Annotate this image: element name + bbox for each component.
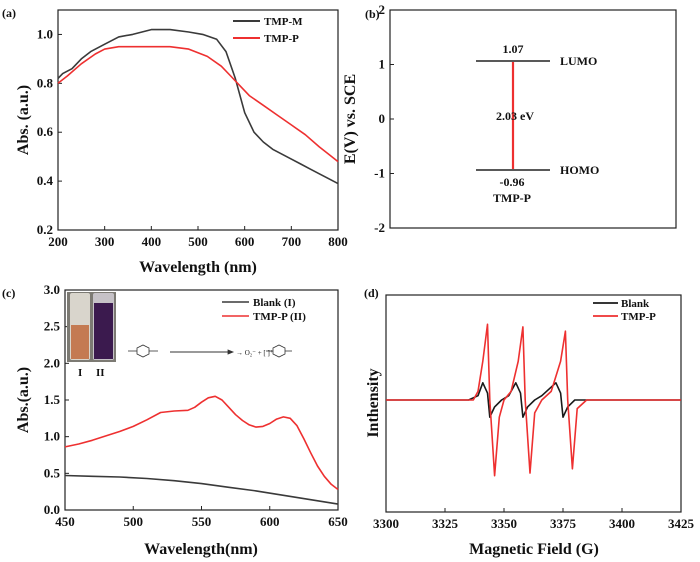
y-tick-label: 0.5 — [44, 465, 61, 480]
y-tick-label: 2.0 — [44, 355, 60, 370]
legend-label-tmp-p: TMP-P — [621, 311, 656, 323]
x-tick-label: 500 — [188, 234, 208, 249]
legend-label-tmp-m: TMP-M — [264, 16, 303, 28]
x-tick-label: 450 — [55, 514, 75, 529]
panel-b: (b) -2 -1 0 1 2 E(V) vs. SCE 1.07 LUMO 2.03 … — [342, 2, 677, 235]
y-axis-label: Abs.(a.u.) — [15, 367, 32, 433]
legend-label-blank: Blank (I) — [253, 297, 296, 309]
x-tick-label: 3375 — [550, 516, 577, 531]
y-tick-label: 0.0 — [44, 502, 60, 517]
series-line-tmp-p — [386, 323, 681, 477]
series-line-tmp-m — [57, 28, 339, 185]
panel-d-legend: Blank TMP-P — [593, 298, 656, 323]
y-tick-label: 1.5 — [44, 392, 61, 407]
x-tick-label: 3350 — [491, 516, 517, 531]
x-tick-label: 500 — [124, 514, 144, 529]
x-tick-label: 200 — [48, 234, 68, 249]
reaction-arrow-head — [227, 349, 235, 355]
series-line-tmp-p — [57, 45, 339, 163]
panel-a: (a) 200 300 400 500 600 700 800 0.2 0.4 0.6 0.8 1.… — [2, 6, 348, 276]
vial-i-solution — [71, 325, 89, 359]
y-tick-label: 0.8 — [37, 75, 54, 90]
reaction-product-text: → O₂⁻ + [ ]⁺ — [236, 349, 274, 357]
y-tick-label: -1 — [374, 166, 385, 181]
y-tick-label: 2 — [379, 2, 386, 17]
panel-c-label: (c) — [2, 286, 15, 300]
band-gap-value: 2.03 eV — [496, 109, 534, 123]
y-tick-label: 0.4 — [37, 173, 54, 188]
legend-label-blank: Blank — [621, 298, 650, 310]
y-tick-label: 1.0 — [37, 26, 53, 41]
y-tick-label: 2.5 — [44, 319, 61, 334]
panel-a-label: (a) — [2, 6, 16, 20]
y-tick-label: -2 — [374, 220, 385, 235]
lumo-label: LUMO — [560, 54, 597, 68]
y-tick-label: 0 — [379, 111, 386, 126]
x-tick-label: 600 — [235, 234, 255, 249]
benzene-ring-product — [272, 344, 286, 358]
y-tick-label: 1.0 — [44, 429, 60, 444]
x-tick-label: 3425 — [668, 516, 695, 531]
benzene-ring-reactant — [136, 344, 150, 358]
series-line-tmp-p-ii — [64, 395, 339, 491]
x-tick-label: 800 — [328, 234, 348, 249]
lumo-value: 1.07 — [503, 42, 524, 56]
homo-value: -0.96 — [500, 175, 525, 189]
x-tick-label: 650 — [328, 514, 348, 529]
vial-ii-solution — [94, 303, 113, 359]
x-tick-label: 3400 — [609, 516, 635, 531]
series-line-blank-i — [64, 474, 339, 505]
y-tick-label: 1 — [379, 57, 386, 72]
x-tick-label: 3300 — [373, 516, 399, 531]
y-axis-label: Abs. (a.u.) — [15, 85, 32, 155]
panel-d-frame — [385, 294, 682, 513]
panel-d-label: (d) — [364, 286, 379, 300]
y-tick-label: 3.0 — [44, 282, 60, 297]
homo-label: HOMO — [560, 163, 599, 177]
panel-b-label: (b) — [365, 7, 380, 21]
y-axis-label: E(V) vs. SCE — [342, 74, 359, 164]
x-tick-label: 400 — [142, 234, 162, 249]
x-tick-label: 700 — [282, 234, 302, 249]
x-tick-label: 600 — [260, 514, 280, 529]
x-tick-label: 550 — [192, 514, 212, 529]
vial-i-label: I — [78, 367, 82, 379]
x-axis-label: Wavelength (nm) — [139, 259, 257, 276]
series-line-blank — [386, 382, 681, 418]
x-tick-label: 3325 — [432, 516, 459, 531]
y-axis-label: Inthensity — [365, 368, 382, 437]
panel-a-legend: TMP-M TMP-P — [233, 16, 303, 45]
y-tick-label: 0.6 — [37, 124, 54, 139]
vial-photo-inset: I II — [67, 292, 116, 379]
panel-c: (c) 450 500 550 600 650 0.0 0.5 1.0 1.5 2.0 2.5 3.… — [2, 282, 348, 558]
y-tick-label: 0.2 — [37, 222, 53, 237]
sample-label: TMP-P — [493, 191, 531, 205]
vial-ii-label: II — [96, 367, 105, 379]
x-axis-label: Magnetic Field (G) — [469, 541, 599, 558]
panel-c-legend: Blank (I) TMP-P (II) — [222, 297, 306, 323]
x-tick-label: 300 — [95, 234, 115, 249]
panel-d: (d) 3300 3325 3350 3375 3400 3425 Blank TMP-P… — [364, 286, 695, 558]
reaction-scheme — [128, 344, 292, 358]
legend-label-tmp-p: TMP-P — [264, 33, 299, 45]
x-axis-label: Wavelength(nm) — [144, 541, 258, 558]
legend-label-tmp-p: TMP-P (II) — [253, 311, 306, 323]
